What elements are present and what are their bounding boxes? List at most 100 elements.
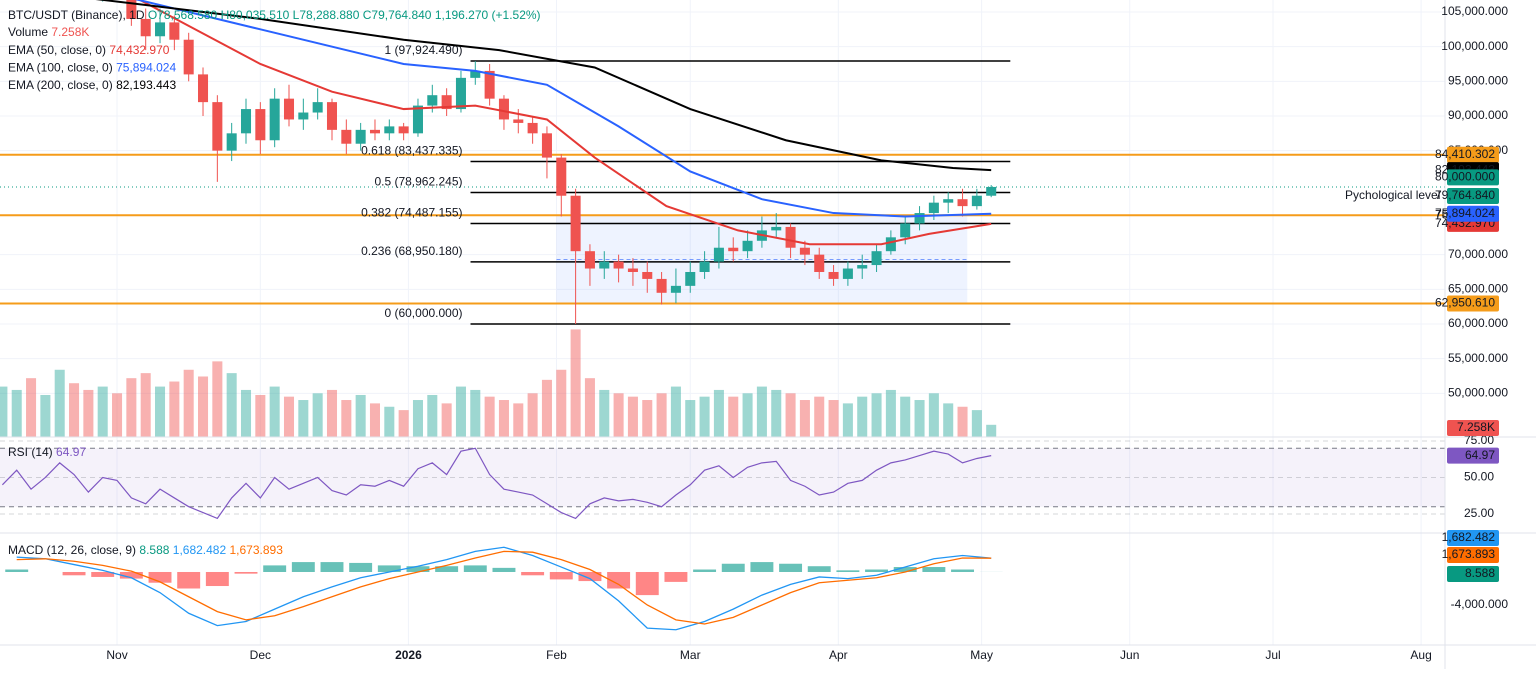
volume-bar	[356, 395, 366, 437]
volume-bar	[685, 400, 695, 437]
legend-row: RSI (14) 64.97	[8, 445, 86, 459]
y-tick-label: 65,000.000	[1448, 281, 1508, 295]
ema-label: 75,894.024	[1435, 206, 1495, 220]
candle-body	[155, 22, 165, 36]
histogram-label: 8.588	[1465, 566, 1495, 580]
volume-bar	[757, 387, 767, 437]
macd-histogram-bar	[951, 570, 974, 572]
x-tick-label: Aug	[1410, 648, 1431, 662]
volume-bar	[886, 390, 896, 437]
volume-bar	[12, 390, 22, 437]
volume-bar	[284, 397, 294, 437]
volume-bar	[513, 403, 523, 437]
volume-bar	[599, 390, 609, 437]
volume-bar	[227, 373, 237, 437]
candle-body	[685, 272, 695, 286]
candle-body	[700, 262, 710, 272]
macd-value: 1,682.482	[173, 543, 227, 557]
y-tick-label: 60,000.000	[1448, 316, 1508, 330]
legend-row: MACD (12, 26, close, 9) 8.588 1,682.482 …	[8, 543, 283, 557]
macd-histogram-bar	[321, 562, 344, 572]
candle-body	[542, 133, 552, 157]
candle-body	[198, 74, 208, 102]
volume-bar	[943, 403, 953, 437]
macd-histogram-bar	[636, 572, 659, 595]
candle-body	[728, 248, 738, 251]
volume-bar	[55, 370, 65, 437]
candle-body	[456, 78, 466, 109]
candle-body	[614, 262, 624, 269]
rsi-name: RSI (14)	[8, 445, 53, 459]
y-tick-label: 100,000.000	[1441, 39, 1508, 53]
volume-value: 7.258K	[51, 25, 89, 39]
volume-bar	[212, 361, 222, 437]
candle-body	[857, 265, 867, 268]
candle-body	[255, 109, 265, 140]
volume-bar	[298, 400, 308, 437]
volume-bar	[83, 390, 93, 437]
candle-body	[829, 272, 839, 279]
volume-bar	[542, 380, 552, 437]
fib-label: 0.382 (74,487.155)	[361, 206, 462, 220]
volume-bar	[800, 400, 810, 437]
x-tick-label: May	[970, 648, 993, 662]
fib-label: 0.618 (83,437.335)	[361, 144, 462, 158]
candle-body	[399, 126, 409, 133]
macd-histogram-bar	[722, 564, 745, 572]
volume-bar	[112, 393, 122, 437]
candle-body	[714, 248, 724, 262]
round-level-label: 80,000.000	[1435, 169, 1495, 183]
volume-bar	[69, 383, 79, 437]
macd-histogram-bar	[808, 566, 831, 572]
fib-label: 0 (60,000.000)	[384, 306, 462, 320]
macd-histogram-bar	[292, 562, 315, 572]
high-value: H80,035.510	[221, 8, 290, 22]
candle-body	[341, 130, 351, 144]
x-tick-label: Jun	[1120, 648, 1139, 662]
macd-histogram-bar	[492, 568, 515, 572]
x-tick-label: Nov	[106, 648, 127, 662]
candle-body	[284, 99, 294, 120]
low-value: L78,288.880	[293, 8, 360, 22]
volume-label: 7.258K	[1457, 420, 1495, 434]
volume-bar	[585, 378, 595, 437]
legend-row: BTC/USDT (Binance), 1D O78,568.580 H80,0…	[8, 8, 541, 22]
macd-histogram-bar	[693, 570, 716, 572]
x-tick-label: Dec	[250, 648, 271, 662]
macd-histogram-bar	[664, 572, 687, 582]
candle-body	[843, 269, 853, 279]
x-tick-label: Feb	[546, 648, 567, 662]
volume-bar	[485, 397, 495, 437]
volume-bar	[972, 410, 982, 437]
volume-bar	[571, 329, 581, 437]
histogram-value: 8.588	[139, 543, 169, 557]
y-tick-label: 90,000.000	[1448, 108, 1508, 122]
candle-body	[556, 158, 566, 196]
legend-row: Volume 7.258K	[8, 25, 89, 39]
volume-bar	[370, 403, 380, 437]
volume-bar	[958, 407, 968, 437]
candle-body	[528, 123, 538, 133]
candle-body	[786, 227, 796, 248]
volume-bar	[198, 376, 208, 437]
ema-name: EMA (200, close, 0)	[8, 78, 113, 92]
ema-name: EMA (50, close, 0)	[8, 43, 106, 57]
candle-body	[958, 199, 968, 206]
x-tick-label: Jul	[1265, 648, 1280, 662]
volume-bar	[399, 410, 409, 437]
macd-histogram-bar	[349, 563, 372, 572]
open-value: O78,568.580	[148, 8, 218, 22]
macd-histogram-bar	[206, 572, 229, 586]
y-tick-label: 50,000.000	[1448, 385, 1508, 399]
candle-body	[227, 133, 237, 150]
volume-bar	[141, 373, 151, 437]
legend-row: EMA (100, close, 0) 75,894.024	[8, 61, 176, 75]
level-label: 62,950.610	[1435, 296, 1495, 310]
volume-bar	[843, 403, 853, 437]
signal-label: 1,673.893	[1442, 547, 1496, 561]
candle-body	[184, 40, 194, 75]
volume-bar	[900, 397, 910, 437]
level-label: 84,410.302	[1435, 147, 1495, 161]
